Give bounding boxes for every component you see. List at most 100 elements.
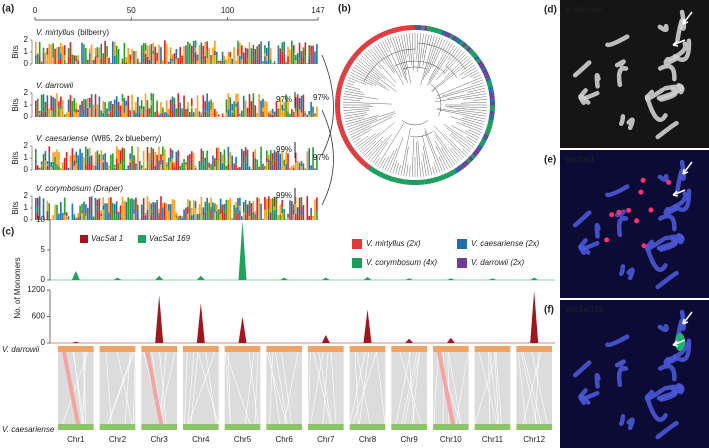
logo-letter: [225, 112, 228, 117]
tree-branch: [370, 48, 381, 62]
synteny-stripe: [474, 351, 498, 425]
logo-letter: [260, 146, 262, 170]
logo-letter: [169, 99, 172, 117]
tree-branch: [450, 116, 484, 128]
density-peak: [196, 275, 205, 280]
logo-letter: [81, 152, 83, 170]
synteny-stripe: [376, 351, 386, 425]
logo-letter: [292, 115, 295, 117]
logo-letter: [104, 53, 106, 64]
logo-letter: [67, 111, 70, 117]
logo-letter: [235, 164, 237, 170]
chromosome-bottom: [391, 424, 427, 430]
tree-branch: [451, 125, 478, 141]
chromosome-top: [99, 346, 136, 352]
logo-letter: [144, 215, 147, 218]
density-peak: [530, 290, 539, 343]
tree-ring: [487, 83, 493, 88]
logo-letter: [210, 206, 212, 210]
logo-letter: [242, 201, 245, 213]
tree-branch: [343, 96, 364, 100]
logo-letter: [248, 42, 251, 64]
logo-letter: [75, 219, 78, 220]
logo-letter: [162, 159, 164, 170]
logo-letter: [217, 60, 220, 63]
chromosome-bottom: [516, 424, 552, 430]
logo-letter: [38, 110, 41, 114]
tree-branch: [436, 50, 462, 81]
logo-letter: [273, 115, 276, 117]
logo-letter: [125, 201, 128, 220]
logo-letter: [154, 202, 156, 220]
tree-branch: [461, 69, 478, 80]
logo-letter: [206, 58, 208, 64]
tree-ring: [358, 46, 365, 52]
logo-letter: [77, 113, 79, 117]
logo-letter: [36, 165, 39, 170]
logo-letter: [242, 95, 245, 110]
synteny-stripe: [517, 351, 527, 425]
logo-letter: [96, 47, 99, 54]
logo-letter: [100, 164, 103, 170]
logo-letter: [227, 158, 230, 164]
tree-ring: [481, 68, 488, 74]
logo-letter: [88, 56, 91, 64]
logo-letter: [156, 109, 158, 117]
logo-letter: [316, 44, 318, 64]
logo-letter: [92, 111, 95, 117]
logo-letter: [100, 150, 103, 165]
logo-letter: [60, 108, 62, 117]
logo-letter: [302, 94, 305, 117]
logo-letter: [246, 58, 249, 64]
logo-letter: [281, 42, 284, 52]
logo-letter: [46, 200, 49, 212]
logo-letter: [160, 196, 162, 220]
logo-letter: [100, 210, 103, 214]
logo-letter: [117, 163, 120, 170]
logo-letter: [140, 109, 143, 117]
tree-ring: [446, 171, 452, 178]
synteny-stripe: [488, 351, 491, 425]
logo-letter: [69, 95, 72, 117]
logo-letter: [310, 45, 312, 53]
logo-letter: [154, 111, 156, 117]
logo-letter: [123, 215, 126, 220]
synteny-stripe: [312, 351, 331, 425]
tree-branch: [460, 117, 485, 125]
logo-letter: [206, 150, 208, 170]
logo-letter: [67, 56, 70, 64]
logo-letter: [300, 166, 303, 170]
logo-letter: [223, 60, 226, 64]
logo-letter: [283, 101, 285, 109]
logo-letter: [86, 97, 89, 109]
density-peak: [488, 278, 497, 280]
logo-letter: [210, 209, 212, 220]
logo-letter: [160, 164, 162, 170]
logo-letter: [79, 104, 81, 113]
logo-letter: [73, 55, 76, 60]
logo-letter: [227, 163, 230, 170]
tree-ring: [399, 25, 404, 32]
logo-letter: [112, 202, 114, 220]
logo-letter: [121, 94, 124, 101]
logo-letter: [38, 114, 41, 117]
chromosome: [657, 323, 669, 333]
chromosome-bottom: [433, 424, 469, 430]
logo-letter: [98, 159, 101, 163]
logo-letter: [35, 213, 37, 220]
tree-ring: [343, 65, 350, 71]
tree-branch: [410, 131, 434, 138]
x-tick-label: 100: [221, 6, 235, 15]
logo-letter: [292, 204, 295, 210]
tree-ring: [336, 86, 343, 91]
tree-ring: [335, 110, 341, 115]
logo-letter: [79, 148, 81, 170]
logo-letter: [225, 59, 228, 64]
logo-letter: [217, 147, 220, 170]
arrow: [672, 339, 686, 347]
logo-letter: [316, 106, 318, 117]
logo-letter: [129, 162, 131, 170]
tree-ring: [396, 177, 401, 184]
arrow: [682, 161, 693, 175]
logo-letter: [223, 149, 226, 164]
